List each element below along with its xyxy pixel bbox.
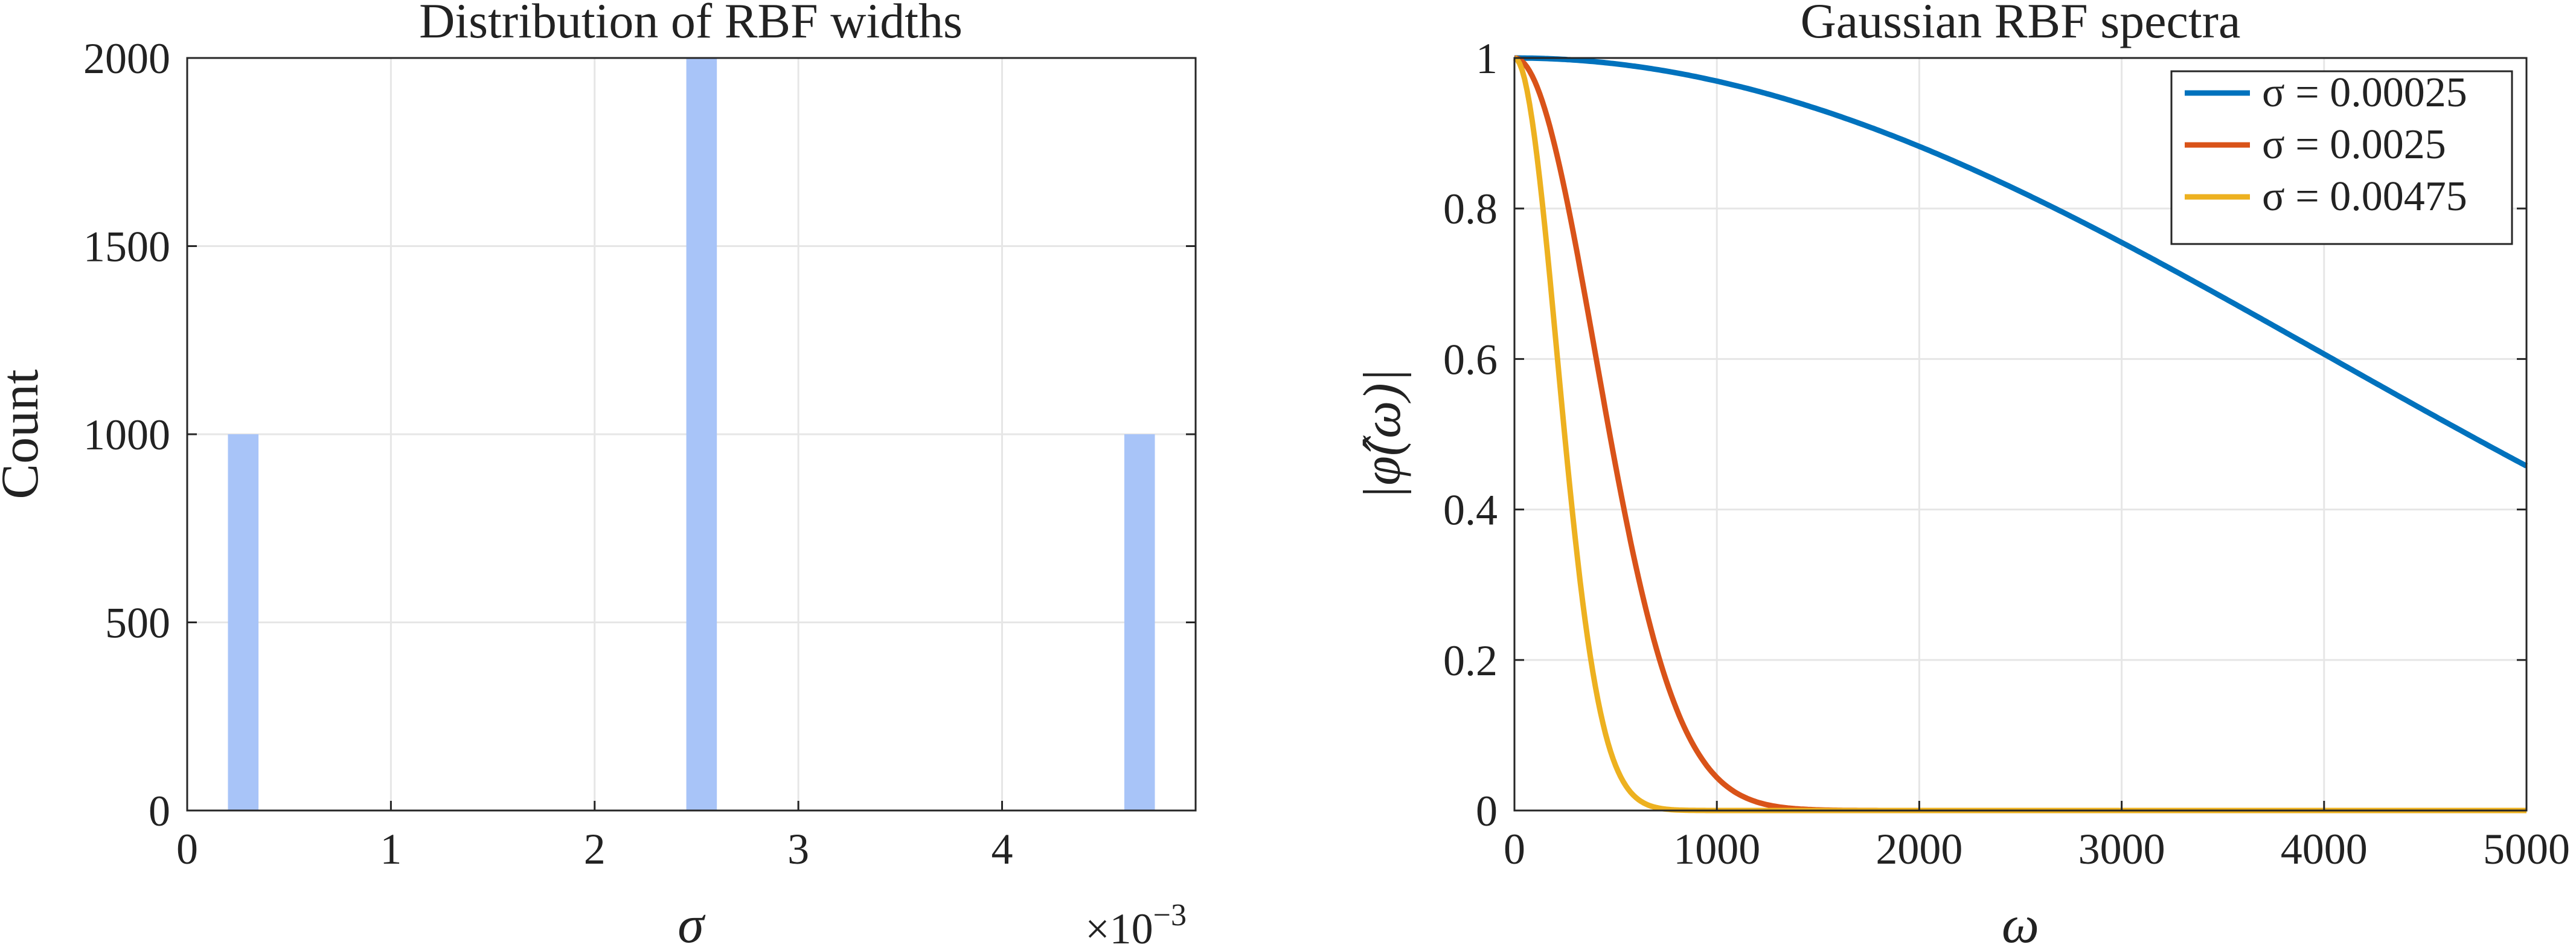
histogram-bars <box>228 58 1155 811</box>
histogram-x-tick-label: 4 <box>991 825 1013 873</box>
histogram-y-tick-label: 1000 <box>83 411 170 459</box>
histogram-x-label: σ <box>678 896 706 947</box>
histogram-x-scale-factor: ×10−3 <box>1085 898 1187 947</box>
spectra-y-label: |φ̂(ω)| <box>1353 368 1412 500</box>
spectra-x-tick-label: 1000 <box>1673 825 1760 873</box>
histogram-y-tick-label: 1500 <box>83 223 170 271</box>
spectra-legend-label-3: σ = 0.00475 <box>2262 173 2467 220</box>
histogram-x-tick-label: 3 <box>787 825 809 873</box>
histogram-y-tick-label: 0 <box>149 787 170 835</box>
spectra-legend-label-2: σ = 0.0025 <box>2262 121 2446 168</box>
spectra-y-tick-label: 0.4 <box>1443 486 1498 534</box>
histogram-panel: Distribution of RBF widths 0 1 2 3 4 0 500 1000… <box>0 0 1197 947</box>
spectra-x-tick-label: 2000 <box>1876 825 1962 873</box>
spectra-series-line-1 <box>1514 55 2528 469</box>
spectra-legend: σ = 0.00025 σ = 0.0025 σ = 0.00475 <box>2170 69 2513 245</box>
spectra-x-tick-label: 4000 <box>2281 825 2368 873</box>
histogram-bar-3 <box>1124 434 1155 811</box>
histogram-y-tick-label: 2000 <box>83 34 170 83</box>
histogram-bar-1 <box>228 434 259 811</box>
spectra-y-tick-label: 0.8 <box>1443 185 1498 233</box>
spectra-y-tick-label: 0.2 <box>1443 637 1498 685</box>
spectra-x-label: ω <box>2002 896 2039 947</box>
histogram-x-tick-label: 0 <box>176 825 198 873</box>
spectra-x-tick-label: 3000 <box>2078 825 2165 873</box>
spectra-ticks: 0 1000 2000 3000 4000 5000 0 0.2 0.4 0.6 0.8 1 <box>1443 34 2570 873</box>
histogram-bar-2 <box>686 58 717 811</box>
histogram-ticks: 0 1 2 3 4 0 500 1000 1500 2000 <box>83 34 1196 873</box>
histogram-y-tick-label: 500 <box>105 599 170 647</box>
spectra-legend-label-1: σ = 0.00025 <box>2262 69 2467 116</box>
spectra-legend-box <box>2170 70 2513 245</box>
spectra-y-tick-label: 0 <box>1476 787 1498 835</box>
histogram-title: Distribution of RBF widths <box>419 0 963 48</box>
spectra-title: Gaussian RBF spectra <box>1801 0 2241 48</box>
spectra-y-tick-label: 1 <box>1476 34 1498 83</box>
histogram-x-tick-label: 2 <box>584 825 606 873</box>
histogram-x-tick-label: 1 <box>380 825 402 873</box>
histogram-y-label: Count <box>0 369 50 499</box>
spectra-y-tick-label: 0.6 <box>1443 335 1498 384</box>
spectra-x-tick-label: 5000 <box>2483 825 2570 873</box>
spectra-axes-frame <box>1513 57 2528 812</box>
spectra-x-tick-label: 0 <box>1504 825 1525 873</box>
spectra-panel: Gaussian RBF spectra 0 1000 2000 3000 4000 50… <box>1353 0 2570 947</box>
